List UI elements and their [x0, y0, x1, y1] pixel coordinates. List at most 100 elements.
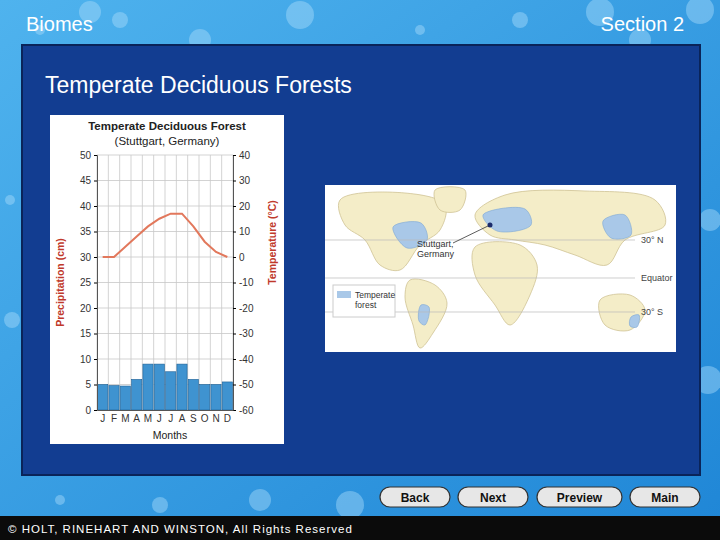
tick-mark	[94, 410, 97, 411]
y2-axis: -60-50-40-30-20-10010203040	[233, 150, 254, 416]
latitude-label: 30° S	[641, 307, 663, 317]
tick-label: 30	[239, 175, 251, 186]
nav-button[interactable]: Next	[458, 487, 528, 507]
pointer	[453, 225, 490, 243]
tick-mark	[94, 257, 97, 258]
tick-mark	[94, 308, 97, 309]
tick-mark	[94, 232, 97, 233]
tick-mark	[233, 283, 236, 284]
tick-label: J	[168, 413, 173, 424]
tick-label: 45	[80, 175, 92, 186]
bubble	[512, 12, 528, 28]
tick: 30	[233, 175, 251, 186]
tick: 5	[85, 379, 97, 390]
footer-bar	[0, 516, 720, 540]
bar	[98, 385, 108, 411]
tick: 40	[80, 201, 97, 212]
tick: M	[121, 410, 129, 424]
tick-label: N	[212, 413, 219, 424]
tick: -40	[233, 354, 254, 365]
tick-label: 15	[80, 328, 92, 339]
tick-label: 0	[239, 252, 245, 263]
nav-button[interactable]: Back	[380, 487, 450, 507]
tick-mark	[94, 283, 97, 284]
tick-label: A	[179, 413, 186, 424]
tick-label: -30	[239, 328, 254, 339]
tick-label: S	[190, 413, 197, 424]
grid-line-x	[199, 155, 200, 410]
landmass	[434, 187, 466, 213]
slide: BiomesSection 2Temperate Deciduous Fores…	[0, 0, 720, 540]
button-label[interactable]: Main	[651, 491, 678, 505]
y2-axis-title: Temperature (°C)	[266, 200, 278, 285]
button-shape[interactable]	[380, 487, 450, 507]
bubble	[686, 0, 714, 24]
button-shape[interactable]	[537, 487, 622, 507]
forest-region	[418, 305, 429, 326]
tick-mark	[233, 206, 236, 207]
tick-mark	[94, 385, 97, 386]
forest-region	[483, 207, 532, 232]
landmass	[472, 242, 538, 325]
bar	[166, 372, 176, 410]
header: Biomes	[26, 13, 93, 35]
latitude-label: Equator	[641, 273, 673, 283]
tick-mark	[94, 155, 97, 156]
grid-line-x	[221, 155, 222, 410]
nav-button[interactable]: Main	[630, 487, 700, 507]
bubble	[415, 25, 425, 35]
button-label[interactable]: Back	[401, 491, 430, 505]
map: 30° NEquator30° SStuttgart,GermanyTemper…	[325, 185, 676, 352]
bubble	[152, 497, 168, 513]
bubble	[112, 12, 128, 28]
tick: J	[157, 410, 162, 424]
bar	[109, 386, 119, 410]
x-axis: JFMAMJJASOND	[98, 410, 234, 424]
tick: F	[111, 410, 117, 424]
tick: 10	[80, 354, 97, 365]
tick-label: 0	[85, 405, 91, 416]
tick: 20	[233, 201, 251, 212]
bar	[222, 382, 232, 410]
grid-line-x	[119, 155, 120, 410]
tick-mark	[233, 385, 236, 386]
tick-mark	[233, 334, 236, 335]
tick-label: J	[157, 413, 162, 424]
tick-label: -10	[239, 277, 254, 288]
chart-background	[50, 115, 284, 444]
tick: D	[224, 410, 231, 424]
tick: 0	[233, 252, 245, 263]
tick: J	[100, 410, 105, 424]
tick: 40	[233, 150, 251, 161]
chart-subtitle: (Stuttgart, Germany)	[115, 135, 220, 147]
latitude-line	[325, 240, 635, 241]
tick: 25	[80, 277, 97, 288]
tick-label: 30	[80, 252, 92, 263]
tick: 15	[80, 328, 97, 339]
marks	[98, 214, 233, 410]
x-axis-title: Months	[153, 429, 187, 441]
background	[0, 0, 720, 540]
tick-label: 35	[80, 226, 92, 237]
bubble	[4, 312, 20, 328]
tick-label: 25	[80, 277, 92, 288]
tick-mark	[94, 206, 97, 207]
y-axis: 0 5 10 15 20 25 30 35 40 45 50	[80, 150, 98, 416]
tick: S	[190, 410, 197, 424]
city-label: Stuttgart,	[417, 239, 454, 249]
nav-button[interactable]: Preview	[537, 487, 622, 507]
button-label[interactable]: Next	[480, 491, 506, 505]
tick-mark	[233, 181, 236, 182]
axis-line	[94, 156, 98, 411]
button-shape[interactable]	[458, 487, 528, 507]
bar	[200, 385, 210, 411]
latitude-line	[325, 278, 635, 279]
button-shape[interactable]	[630, 487, 700, 507]
tick-label: 50	[80, 150, 92, 161]
tick: 20	[80, 303, 97, 314]
button-label[interactable]: Preview	[557, 491, 603, 505]
chart-title: Temperate Deciduous Forest	[88, 120, 246, 132]
bar	[132, 379, 142, 410]
axis-line	[234, 156, 237, 411]
tick-label: -50	[239, 379, 254, 390]
